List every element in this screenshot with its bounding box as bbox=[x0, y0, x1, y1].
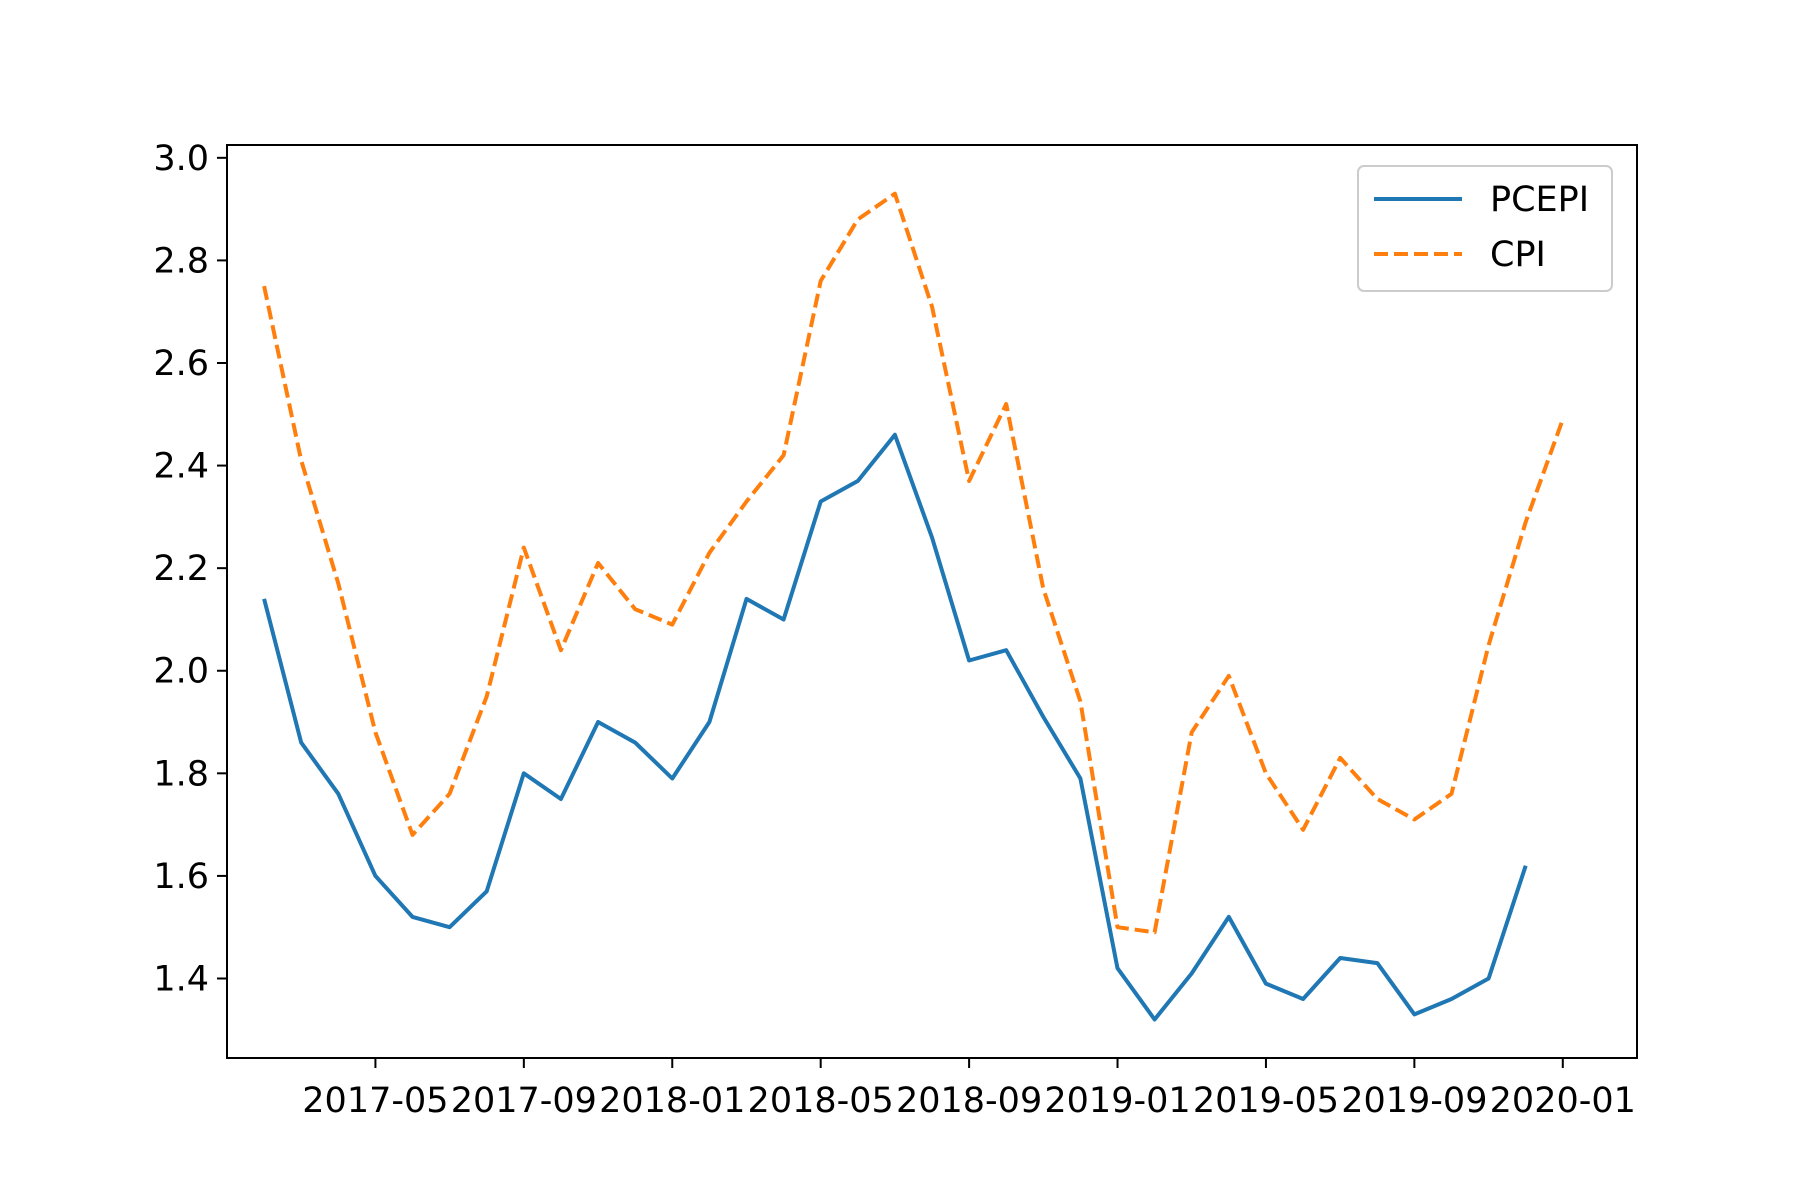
x-tick-label: 2018-09 bbox=[896, 1081, 1042, 1121]
legend-label-pcepi: PCEPI bbox=[1490, 180, 1589, 220]
y-tick-label: 2.6 bbox=[153, 344, 209, 384]
y-axis-ticks: 3.0 2.8 2.6 2.4 2.2 2.0 1.8 1.6 1.4 bbox=[153, 139, 227, 999]
plot-frame bbox=[226, 144, 1638, 1059]
x-tick-label: 2020-01 bbox=[1490, 1081, 1636, 1121]
y-tick-label: 2.2 bbox=[153, 549, 209, 589]
y-tick-label: 1.6 bbox=[153, 857, 209, 897]
x-axis-ticks: 2017-05 2017-09 2018-01 2018-05 2018-09 2019-… bbox=[302, 1058, 1636, 1121]
x-tick-label: 2019-01 bbox=[1044, 1081, 1190, 1121]
y-tick-label: 2.0 bbox=[153, 652, 209, 692]
x-tick-label: 2018-05 bbox=[748, 1081, 894, 1121]
series-line-cpi bbox=[262, 191, 1565, 935]
y-tick-label: 2.8 bbox=[153, 241, 209, 281]
y-tick-label: 1.4 bbox=[153, 959, 209, 999]
x-tick-label: 2019-09 bbox=[1341, 1081, 1487, 1121]
y-tick-label: 2.4 bbox=[153, 447, 209, 487]
y-tick-label: 1.8 bbox=[153, 754, 209, 794]
x-tick-label: 2017-09 bbox=[451, 1081, 597, 1121]
x-tick-label: 2017-05 bbox=[302, 1081, 448, 1121]
x-tick-label: 2019-05 bbox=[1193, 1081, 1339, 1121]
legend: PCEPI CPI bbox=[1357, 165, 1613, 292]
series-layer bbox=[262, 191, 1565, 1022]
series-line-pcepi bbox=[262, 432, 1528, 1022]
x-tick-label: 2018-01 bbox=[599, 1081, 745, 1121]
legend-label-cpi: CPI bbox=[1490, 235, 1546, 275]
y-tick-label: 3.0 bbox=[153, 139, 209, 179]
